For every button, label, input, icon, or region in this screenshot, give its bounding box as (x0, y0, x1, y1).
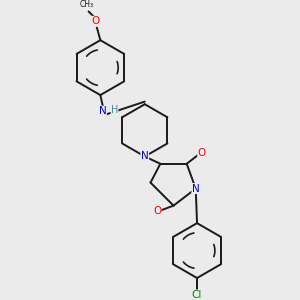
Text: H: H (111, 105, 118, 115)
Text: Cl: Cl (192, 290, 202, 300)
Text: O: O (153, 206, 161, 216)
Text: N: N (141, 152, 148, 161)
Text: N: N (192, 184, 200, 194)
Text: O: O (91, 16, 99, 26)
Text: CH₃: CH₃ (80, 0, 94, 9)
Text: O: O (198, 148, 206, 158)
Text: N: N (99, 106, 106, 116)
